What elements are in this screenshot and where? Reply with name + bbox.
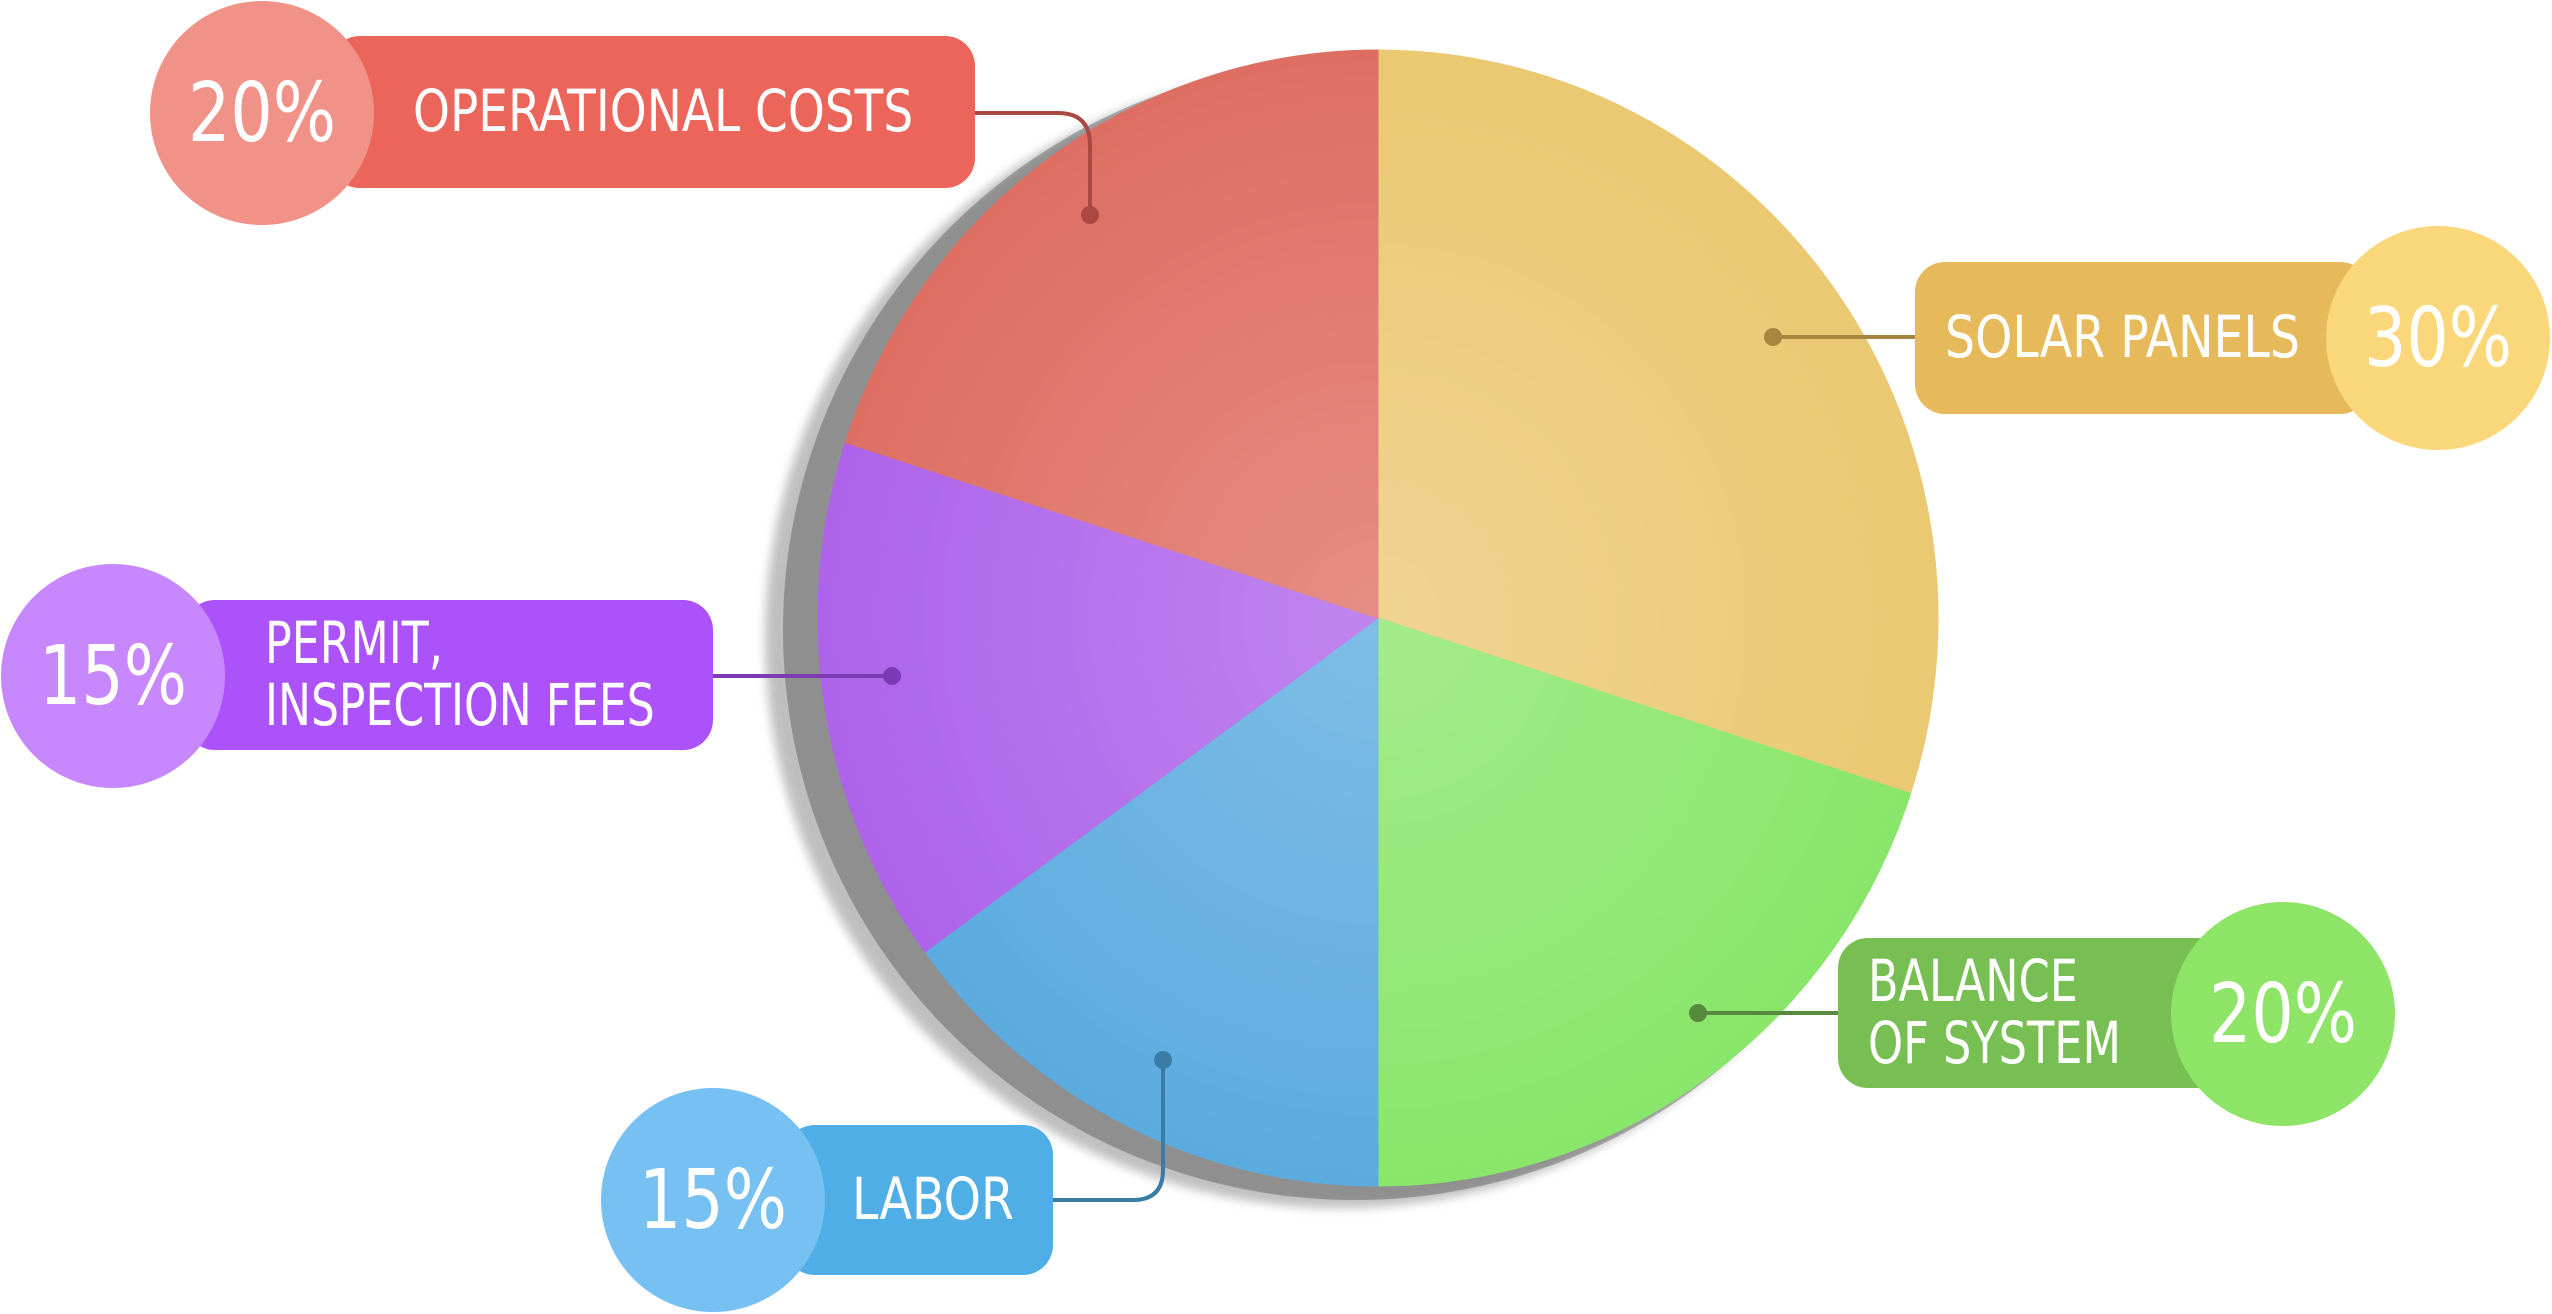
percent-badge (2171, 902, 2395, 1126)
label-tab (185, 600, 713, 750)
label-tab (785, 1125, 1053, 1275)
callout-permit-inspection-fees: 15% PERMIT,INSPECTION FEES (1, 564, 901, 788)
percent-badge (150, 1, 374, 225)
label-tab (1915, 262, 2370, 414)
leader-dot (1154, 1051, 1172, 1069)
callout-solar-panels: 30% SOLAR PANELS (1764, 226, 2550, 450)
percent-label: 30% (2364, 290, 2512, 386)
leader-line (975, 111, 1092, 215)
percent-label: 15% (639, 1152, 787, 1248)
percent-badge (2326, 226, 2550, 450)
category-label: PERMIT, (265, 610, 443, 677)
percent-label: 20% (188, 65, 336, 161)
category-label: LABOR (852, 1167, 1014, 1234)
leader-dot (1689, 1004, 1707, 1022)
leader-dot (1081, 206, 1099, 224)
pie-layer (765, 49, 1939, 1208)
callout-labor: 15% LABOR (601, 1051, 1172, 1312)
percent-label: 20% (2209, 966, 2357, 1062)
category-label: BALANCE (1868, 948, 2078, 1015)
leader-dot (1764, 328, 1782, 346)
percent-badge (601, 1088, 825, 1312)
category-label: INSPECTION FEES (265, 672, 655, 740)
category-label: OF SYSTEM (1868, 1010, 2121, 1077)
label-tab (1838, 938, 2258, 1088)
label-tab (330, 36, 975, 188)
category-label: SOLAR PANELS (1945, 305, 2300, 372)
leader-line (1053, 1060, 1165, 1202)
percent-label: 15% (39, 628, 187, 724)
callout-operational-costs: 20% OPERATIONAL COSTS (150, 1, 1099, 225)
pie-highlight (818, 50, 1938, 1186)
percent-badge (1, 564, 225, 788)
category-label: OPERATIONAL COSTS (413, 78, 913, 145)
leader-dot (883, 667, 901, 685)
